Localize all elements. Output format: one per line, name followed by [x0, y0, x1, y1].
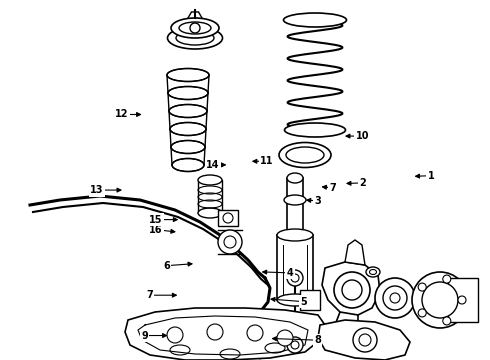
Ellipse shape [369, 270, 376, 274]
Circle shape [412, 272, 468, 328]
Circle shape [342, 280, 362, 300]
Ellipse shape [176, 31, 214, 45]
Circle shape [224, 236, 236, 248]
Polygon shape [167, 75, 209, 165]
Text: 16: 16 [149, 225, 163, 235]
Text: 10: 10 [356, 131, 369, 141]
Circle shape [291, 341, 299, 349]
Circle shape [223, 213, 233, 223]
Text: 7: 7 [330, 183, 337, 193]
Ellipse shape [172, 158, 204, 171]
Ellipse shape [170, 122, 206, 135]
Text: 11: 11 [260, 156, 274, 166]
Ellipse shape [179, 22, 211, 34]
Text: 3: 3 [314, 196, 321, 206]
Circle shape [287, 270, 303, 286]
Circle shape [418, 309, 426, 317]
Circle shape [443, 275, 451, 283]
Ellipse shape [198, 175, 222, 185]
Polygon shape [318, 320, 410, 360]
Text: 13: 13 [90, 185, 104, 195]
Polygon shape [125, 308, 325, 360]
Text: 9: 9 [141, 330, 148, 341]
Text: 12: 12 [115, 109, 128, 120]
Circle shape [207, 324, 223, 340]
Text: 15: 15 [149, 215, 163, 225]
Ellipse shape [285, 123, 345, 137]
Circle shape [383, 286, 407, 310]
Ellipse shape [277, 229, 313, 241]
Ellipse shape [171, 140, 205, 153]
Ellipse shape [279, 143, 331, 167]
Ellipse shape [366, 267, 380, 277]
Text: 2: 2 [359, 178, 366, 188]
Polygon shape [322, 262, 380, 315]
Ellipse shape [198, 208, 222, 218]
Ellipse shape [284, 13, 346, 27]
Text: 4: 4 [287, 268, 294, 278]
Ellipse shape [168, 27, 222, 49]
Circle shape [247, 325, 263, 341]
Text: 6: 6 [163, 261, 170, 271]
Circle shape [359, 334, 371, 346]
Circle shape [375, 278, 415, 318]
Ellipse shape [171, 18, 219, 38]
Ellipse shape [284, 195, 306, 205]
Ellipse shape [277, 294, 313, 306]
Text: 5: 5 [300, 297, 307, 307]
Circle shape [334, 272, 370, 308]
Ellipse shape [167, 68, 209, 81]
Ellipse shape [169, 104, 207, 117]
Circle shape [167, 327, 183, 343]
Polygon shape [218, 210, 238, 226]
Circle shape [418, 283, 426, 291]
Circle shape [443, 317, 451, 325]
Polygon shape [345, 240, 365, 265]
Polygon shape [448, 278, 478, 322]
Polygon shape [188, 12, 202, 24]
Circle shape [190, 23, 200, 33]
Circle shape [458, 296, 466, 304]
Circle shape [390, 293, 400, 303]
Circle shape [422, 282, 458, 318]
Circle shape [218, 230, 242, 254]
Text: 14: 14 [206, 160, 220, 170]
Circle shape [277, 330, 293, 346]
Ellipse shape [168, 86, 208, 99]
Text: 7: 7 [146, 290, 153, 300]
Circle shape [353, 328, 377, 352]
Text: 1: 1 [428, 171, 435, 181]
Polygon shape [300, 290, 320, 310]
Ellipse shape [286, 147, 324, 163]
Text: 8: 8 [314, 335, 321, 345]
Circle shape [291, 274, 299, 282]
Circle shape [287, 337, 303, 353]
Polygon shape [198, 180, 222, 213]
Ellipse shape [287, 173, 303, 183]
